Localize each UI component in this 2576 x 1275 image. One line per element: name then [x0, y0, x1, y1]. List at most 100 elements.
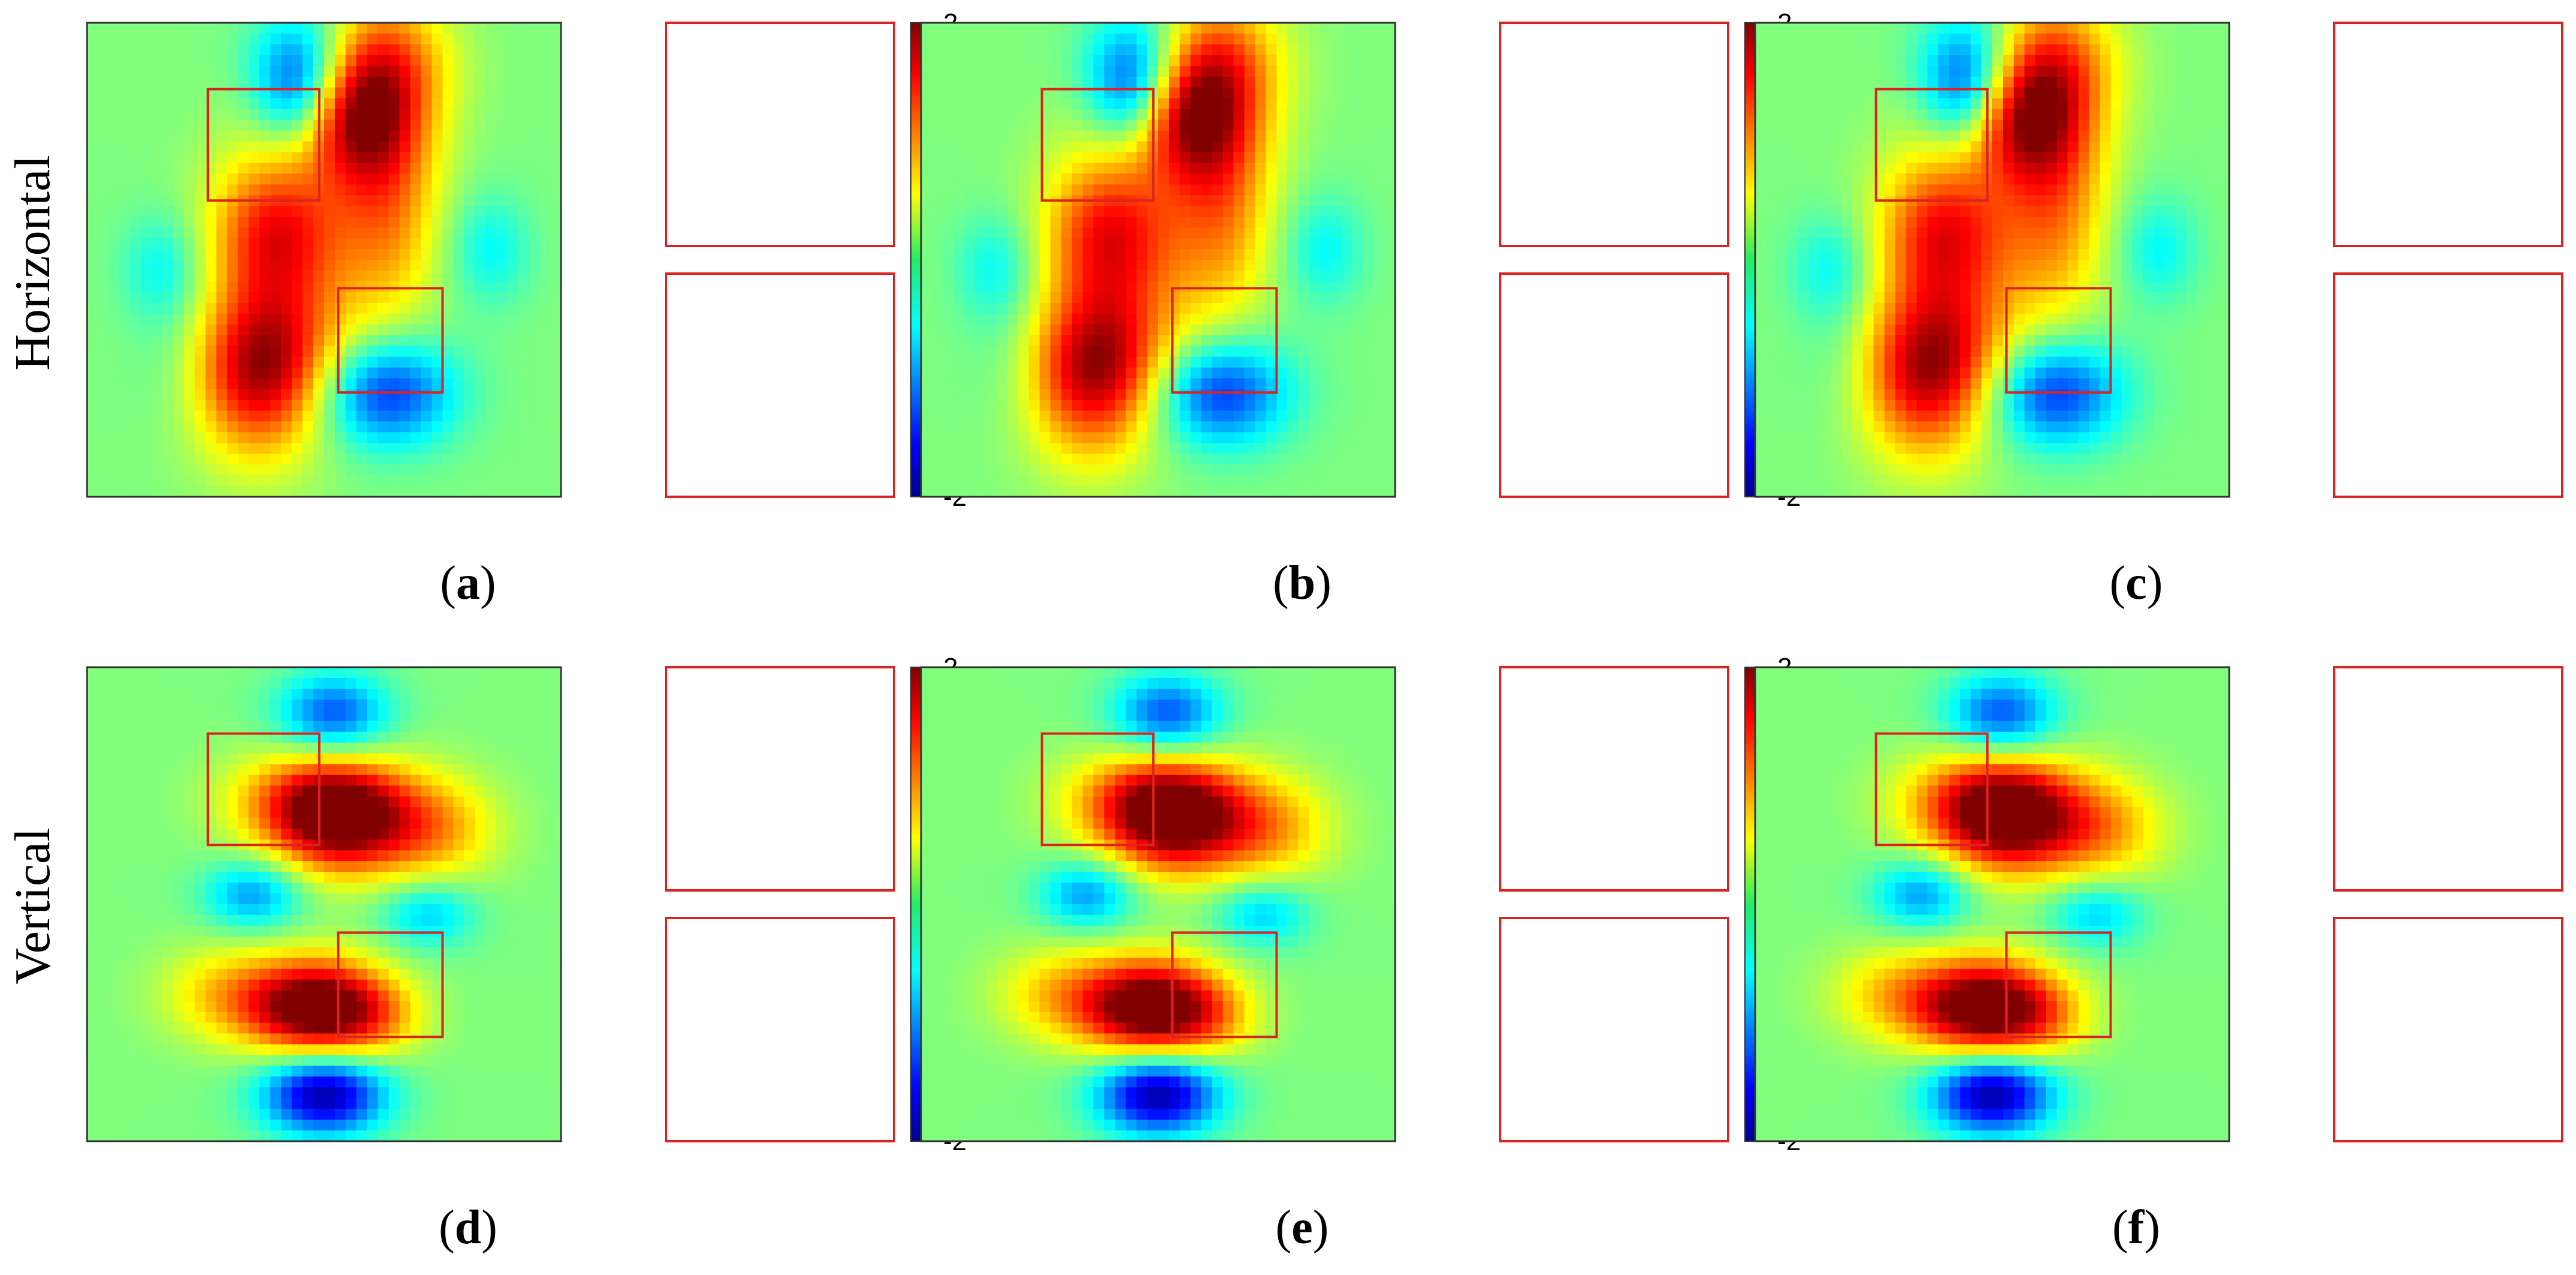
main-a-cell	[302, 378, 314, 390]
main-b-cell	[1309, 227, 1321, 239]
main-a-cell	[108, 141, 120, 153]
main-b-cell	[1147, 260, 1159, 271]
main-b-cell	[1222, 217, 1234, 228]
main-a-cell	[367, 335, 379, 347]
main-a-cell	[496, 173, 508, 185]
main-b-cell	[1330, 281, 1342, 293]
main-a-cell	[377, 335, 389, 347]
main-b-cell	[1007, 335, 1019, 347]
main-a-cell	[431, 119, 443, 131]
main-a-cell	[130, 302, 142, 314]
main-b-cell	[1374, 206, 1385, 217]
main-a-cell	[324, 206, 335, 217]
main-a-cell	[162, 152, 174, 164]
main-a-cell	[550, 400, 562, 412]
main-b-cell	[1201, 238, 1213, 250]
main-a-cell	[345, 302, 357, 314]
main-b-cell	[1158, 23, 1169, 34]
main-b-cell	[1320, 195, 1332, 207]
main-a-cell	[184, 410, 196, 422]
main-a-cell	[550, 119, 562, 131]
main-b-cell	[1211, 119, 1223, 131]
main-a-cell	[140, 410, 152, 422]
main-a-cell	[227, 475, 239, 487]
main-a-cell	[87, 281, 98, 293]
main-a-cell	[356, 227, 368, 239]
main-a-cell	[194, 270, 206, 282]
main-a-cell	[529, 313, 540, 325]
main-a-cell	[388, 195, 400, 207]
main-a-cell	[518, 302, 529, 314]
main-b-cell	[1265, 184, 1277, 196]
main-a-cell	[421, 292, 433, 304]
main-b-cell	[1222, 302, 1234, 314]
main-a-cell	[270, 281, 281, 293]
main-b-cell	[1093, 65, 1105, 77]
main-a-cell	[539, 141, 551, 153]
main-a-cell	[259, 119, 271, 131]
main-a-cell	[388, 109, 400, 121]
main-a-cell	[518, 195, 529, 207]
main-b-cell	[1061, 335, 1073, 347]
main-a-cell	[442, 249, 454, 260]
main-b-cell	[1115, 389, 1126, 401]
main-a-cell	[442, 33, 454, 45]
main-a-cell	[270, 475, 281, 487]
main-b-cell	[974, 141, 986, 153]
main-b-cell	[1136, 367, 1148, 379]
main-b-cell	[942, 281, 954, 293]
main-a-cell	[238, 486, 250, 497]
main-a-cell	[151, 281, 163, 293]
main-b-cell	[1039, 324, 1051, 336]
main-b-cell	[1276, 378, 1288, 390]
main-a-cell	[292, 454, 303, 465]
main-a-cell	[194, 260, 206, 271]
main-b-cell	[964, 421, 976, 433]
main-b-cell	[974, 378, 986, 390]
main-b-cell	[921, 76, 932, 88]
main-b-cell	[1374, 227, 1385, 239]
main-b-cell	[1255, 378, 1267, 390]
main-b-cell	[1222, 206, 1234, 217]
main-a-cell	[313, 443, 325, 454]
main-b-cell	[1265, 163, 1277, 175]
main-b-cell	[1115, 141, 1126, 153]
main-a-cell	[227, 152, 239, 164]
main-b-cell	[1179, 163, 1191, 175]
main-a-cell	[108, 227, 120, 239]
main-a-cell	[173, 356, 185, 368]
main-b-cell	[953, 378, 965, 390]
main-a-cell	[248, 464, 260, 476]
main-a-cell	[453, 141, 465, 153]
main-b-cell	[1287, 184, 1299, 196]
main-a-cell	[87, 324, 98, 336]
main-a-cell	[442, 141, 454, 153]
main-a-cell	[313, 421, 325, 433]
main-a-cell	[410, 76, 422, 88]
main-b-cell	[1179, 302, 1191, 314]
main-b-cell	[996, 356, 1008, 368]
main-b-cell	[1255, 260, 1267, 271]
main-a-cell	[87, 33, 98, 45]
main-b-cell	[1233, 65, 1245, 77]
main-a-cell	[485, 152, 497, 164]
main-a-cell	[97, 109, 109, 121]
main-a-cell	[550, 55, 562, 67]
main-a-cell	[140, 65, 152, 77]
main-a-cell	[377, 454, 389, 465]
main-a-cell	[367, 454, 379, 465]
main-b-cell	[1104, 44, 1115, 56]
main-a-cell	[173, 249, 185, 260]
main-a-cell	[238, 76, 250, 88]
main-a-cell	[410, 356, 422, 368]
main-a-cell	[485, 281, 497, 293]
main-b-cell	[1330, 65, 1342, 77]
main-a-cell	[529, 378, 540, 390]
main-b-cell	[953, 173, 965, 185]
main-b-cell	[1222, 173, 1234, 185]
main-a-cell	[87, 378, 98, 390]
main-b-cell	[921, 184, 932, 196]
main-b-cell	[1374, 378, 1385, 390]
main-b-cell	[1309, 313, 1321, 325]
main-b-cell	[1018, 87, 1030, 99]
